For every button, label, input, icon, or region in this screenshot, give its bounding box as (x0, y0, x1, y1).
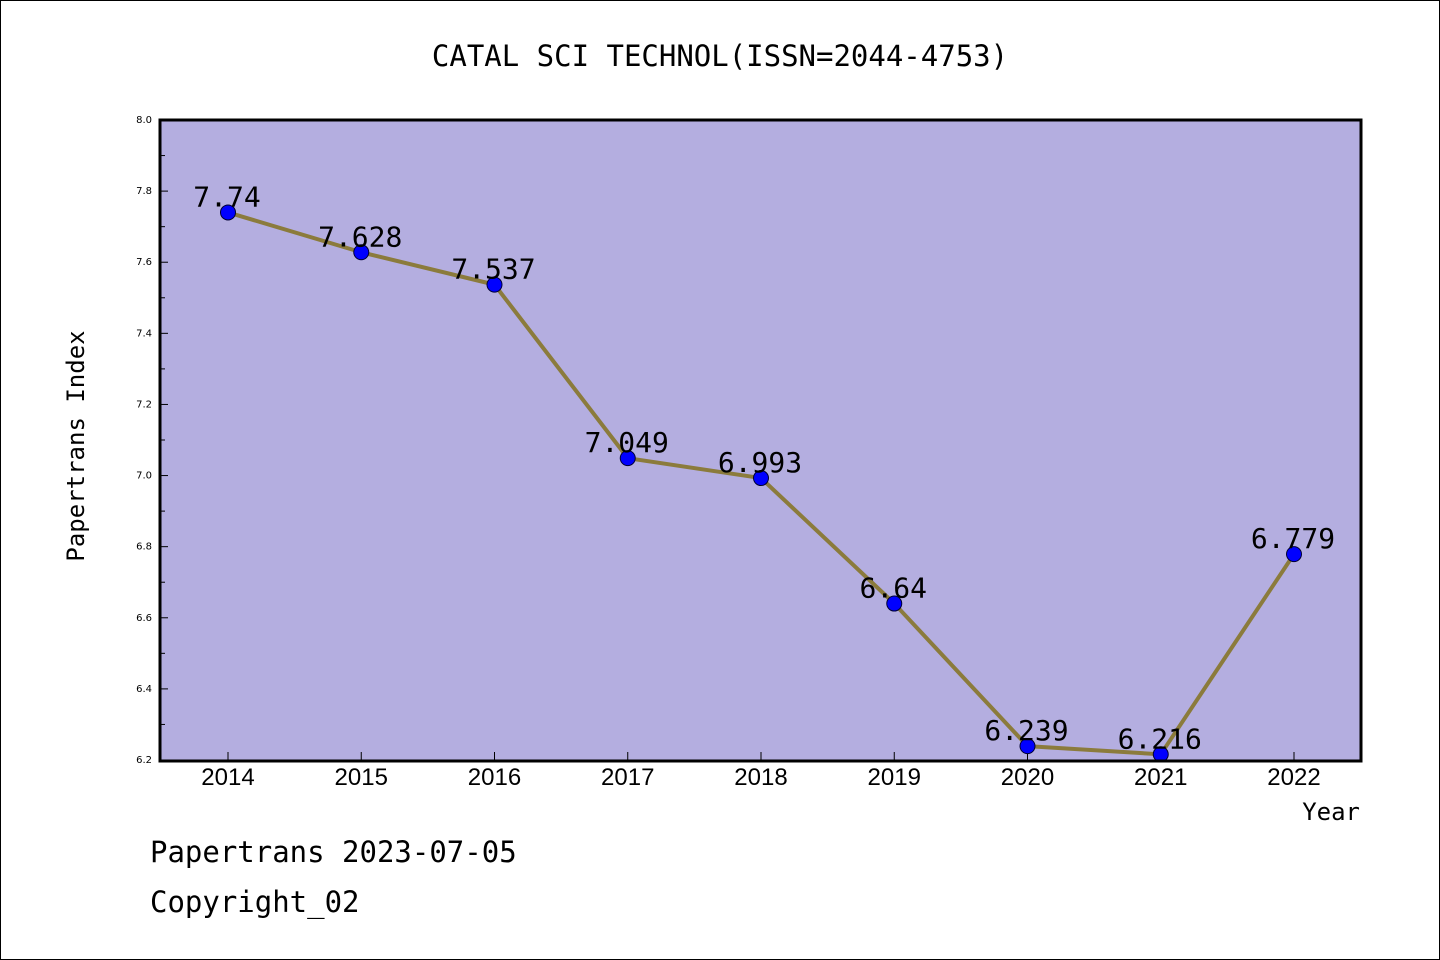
x-tick-label: 2022 (1267, 764, 1320, 791)
y-tick-label: 8.0 (136, 115, 152, 126)
data-point (220, 204, 236, 221)
data-label: 6.993 (718, 446, 802, 479)
x-tick-label: 2018 (734, 764, 787, 791)
data-label: 6.216 (1118, 722, 1202, 755)
data-point (1286, 546, 1302, 563)
x-tick-label: 2021 (1134, 764, 1187, 791)
plot-area (160, 120, 1361, 761)
y-tick-label: 7.2 (136, 399, 152, 410)
data-labels: 7.74 7.628 7.537 7.049 6.993 6.64 6.239 6.216 6.… (193, 180, 1335, 755)
y-tick-label: 6.2 (136, 755, 152, 766)
plot-border (158, 118, 1363, 763)
y-tick-label: 6.6 (136, 613, 152, 624)
data-label: 7.049 (585, 426, 669, 459)
data-label: 6.239 (984, 714, 1068, 747)
y-tick-label: 7.8 (136, 186, 152, 197)
footer-date: Papertrans 2023-07-05 (150, 835, 517, 869)
chart-title: CATAL SCI TECHNOL(ISSN=2044-4753) (432, 39, 1008, 73)
data-point (753, 470, 769, 487)
x-tick-label: 2019 (868, 764, 921, 791)
x-axis: 2014 2015 2016 2017 2018 2019 2020 2021 2022 (201, 752, 1321, 791)
y-axis-label: Papertrans Index (62, 330, 90, 561)
data-point (353, 244, 370, 261)
y-tick-label: 6.4 (136, 684, 152, 695)
data-label: 7.628 (318, 220, 402, 253)
y-tick-label: 7.0 (136, 471, 152, 482)
x-tick-label: 2016 (468, 764, 521, 791)
y-tick-label: 7.6 (136, 257, 152, 268)
data-label: 7.74 (193, 180, 260, 213)
data-point (886, 595, 903, 612)
x-axis-label: Year (1302, 798, 1360, 826)
data-markers (220, 204, 1302, 763)
data-label: 7.537 (451, 253, 535, 286)
x-tick-label: 2014 (201, 764, 254, 791)
y-tick-label: 6.8 (136, 542, 152, 553)
x-tick-label: 2015 (335, 764, 388, 791)
data-label: 6.779 (1251, 522, 1335, 555)
x-tick-label: 2017 (601, 764, 654, 791)
data-point (619, 450, 636, 467)
data-point (1019, 738, 1036, 755)
x-tick-label: 2020 (1001, 764, 1054, 791)
footer-copyright: Copyright_02 (150, 885, 360, 919)
y-tick-label: 7.4 (136, 328, 152, 339)
data-point (486, 276, 503, 293)
data-label: 6.64 (860, 572, 927, 605)
